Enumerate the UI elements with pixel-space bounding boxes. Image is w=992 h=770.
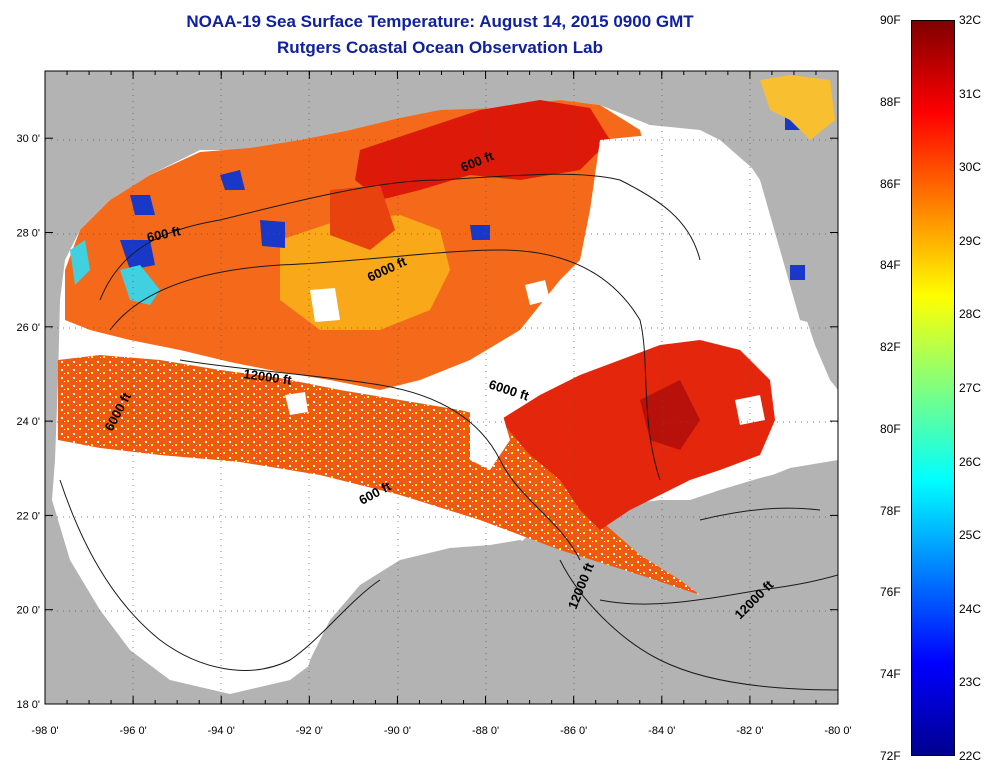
sst-east-coast xyxy=(760,75,835,140)
sst-loop-darkred xyxy=(640,380,700,450)
lon-tick-label: -80 0' xyxy=(824,725,851,737)
colorbar-celsius-label: 31C xyxy=(959,86,982,101)
contour-label: 12000 ft xyxy=(243,366,294,388)
lon-tick-label: -98 0' xyxy=(31,725,58,737)
axis-ticks: -98 0' -96 0' -94 0' -92 0' -90 0' -88 0' -86 … xyxy=(16,71,852,737)
temperature-colorbar xyxy=(911,20,955,756)
lon-tick-label: -94 0' xyxy=(208,725,235,737)
lat-tick-label: 18 0' xyxy=(16,699,40,711)
colorbar-fahrenheit-label: 72F xyxy=(880,749,901,763)
sst-north-red xyxy=(355,100,610,200)
colorbar-celsius-label: 23C xyxy=(959,675,982,690)
lat-tick-label: 28 0' xyxy=(16,228,40,240)
colorbar-celsius-label: 32C xyxy=(959,13,982,27)
bathymetry-contours xyxy=(59,173,838,691)
map-area xyxy=(45,71,838,704)
cloud-holes xyxy=(285,135,765,470)
grid-lines xyxy=(45,71,838,704)
colorbar-celsius-label: 27C xyxy=(959,381,982,395)
colorbar-celsius-label: 26C xyxy=(959,454,982,469)
colorbar-celsius-label: 24C xyxy=(959,601,982,616)
colorbar-celsius-label: 25C xyxy=(959,528,982,543)
sst-speckled-band xyxy=(58,355,700,595)
lat-tick-label: 26 0' xyxy=(16,322,40,334)
lon-tick-label: -88 0' xyxy=(472,725,499,737)
colorbar-fahrenheit-label: 80F xyxy=(880,421,901,436)
colorbar-fahrenheit-label: 84F xyxy=(880,258,901,273)
lon-tick-label: -82 0' xyxy=(736,725,763,737)
colorbar-fahrenheit-label: 88F xyxy=(880,94,901,109)
colorbar-fahrenheit-label: 74F xyxy=(880,667,901,682)
colorbar-fahrenheit-label: 78F xyxy=(880,503,901,518)
lat-tick-label: 20 0' xyxy=(16,605,40,617)
yucatan-land xyxy=(300,540,545,704)
lat-tick-label: 22 0' xyxy=(16,510,40,522)
colorbar-celsius-label: 30C xyxy=(959,160,982,175)
colorbar-fahrenheit-label: 82F xyxy=(880,340,901,355)
lat-tick-label: 24 0' xyxy=(16,416,40,428)
colorbar-fahrenheit-label: 86F xyxy=(880,176,901,191)
colorbar-celsius-label: 22C xyxy=(959,749,982,763)
cuba-land xyxy=(690,462,838,515)
colorbar-celsius-label: 28C xyxy=(959,307,982,322)
lon-tick-label: -86 0' xyxy=(560,725,587,737)
lon-tick-label: -96 0' xyxy=(120,725,147,737)
map-title: NOAA-19 Sea Surface Temperature: August … xyxy=(186,12,694,31)
map-subtitle: Rutgers Coastal Ocean Observation Lab xyxy=(277,38,603,57)
florida-land xyxy=(720,71,838,390)
colorbar-celsius-label: 29C xyxy=(959,233,982,248)
sst-loop-current xyxy=(500,340,775,530)
lon-tick-label: -90 0' xyxy=(384,725,411,737)
colorbar-fahrenheit-label: 90F xyxy=(880,13,901,27)
lon-tick-label: -84 0' xyxy=(648,725,675,737)
lat-tick-label: 30 0' xyxy=(16,133,40,145)
sst-texas-red xyxy=(330,185,395,250)
cool-cyan-patches xyxy=(70,240,160,305)
lon-tick-label: -92 0' xyxy=(296,725,323,737)
colorbar-fahrenheit-label: 76F xyxy=(880,585,901,600)
contour-label: 600 ft xyxy=(146,223,183,245)
